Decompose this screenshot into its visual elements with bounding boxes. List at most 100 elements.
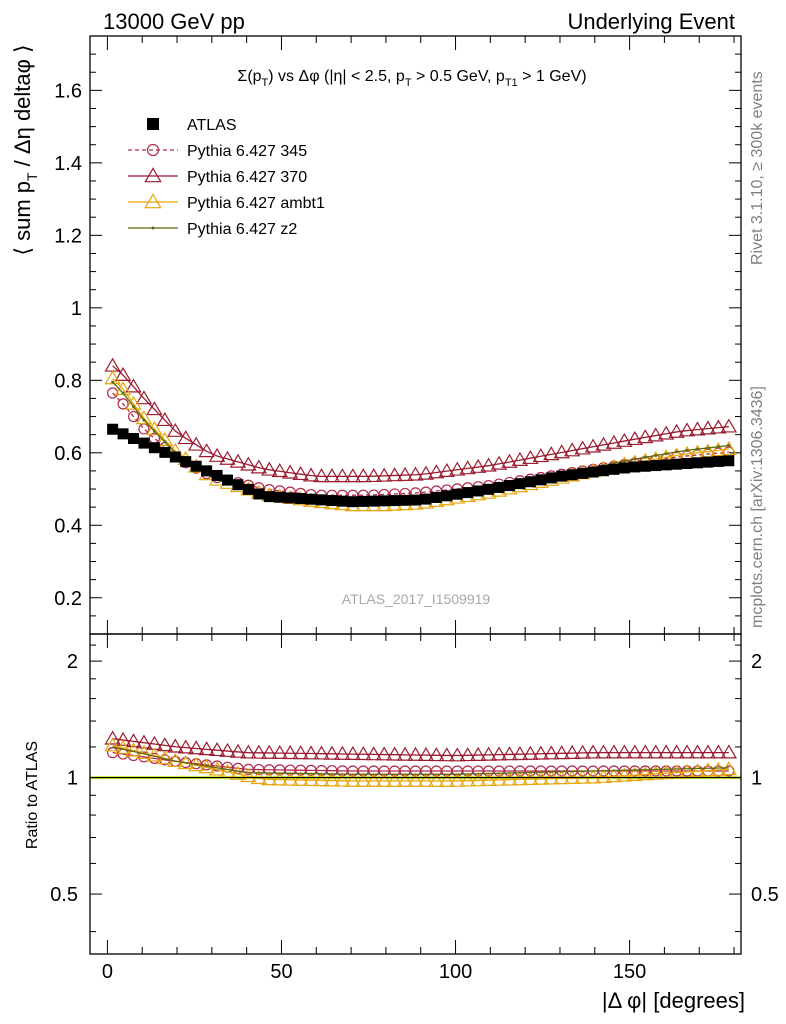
data-point <box>167 422 184 437</box>
data-point <box>104 357 121 372</box>
ratio-point <box>469 746 487 761</box>
data-point <box>190 460 202 472</box>
data-point <box>368 495 380 507</box>
ratio-point <box>323 745 341 760</box>
x-tick-label: 150 <box>613 961 646 983</box>
ratio-point <box>480 771 497 787</box>
data-point <box>156 411 174 427</box>
data-point <box>553 444 570 459</box>
ratio-point <box>501 746 518 761</box>
data-point <box>142 418 146 422</box>
data-point <box>543 446 560 461</box>
data-point <box>111 380 115 384</box>
data-point <box>462 487 474 499</box>
data-point <box>643 455 647 459</box>
data-point <box>138 437 150 449</box>
ratio-point <box>532 745 550 760</box>
data-point <box>449 461 466 476</box>
main-y-tick-label: 0.8 <box>54 370 82 392</box>
ratio-series-group <box>90 730 741 787</box>
ratio-point <box>271 744 288 759</box>
data-point <box>660 459 672 471</box>
data-point <box>420 493 432 505</box>
ratio-point <box>501 771 518 786</box>
ratio-point <box>125 742 142 757</box>
analysis-id-label: ATLAS_2017_I1509919 <box>342 591 491 607</box>
ratio-y-tick-label: 2 <box>67 651 78 673</box>
data-point <box>125 378 142 393</box>
ratio-point <box>584 769 602 784</box>
data-point <box>451 488 463 500</box>
data-point <box>355 468 372 483</box>
main-y-tick-label: 1.4 <box>54 153 82 175</box>
data-point <box>650 460 662 472</box>
ratio-point <box>710 761 727 776</box>
ratio-point <box>543 745 560 760</box>
ratio-y-tick-label: 0.5 <box>50 884 78 906</box>
ratio-point <box>678 744 696 759</box>
data-point <box>222 474 234 486</box>
data-point <box>633 457 637 461</box>
data-point <box>720 440 738 456</box>
ratio-point <box>114 731 132 746</box>
data-point <box>556 470 568 482</box>
data-point <box>121 391 125 395</box>
ratio-point <box>699 762 717 777</box>
data-point <box>727 444 731 448</box>
ratio-point <box>428 772 445 787</box>
data-point <box>242 483 254 495</box>
ratio-point <box>710 744 727 759</box>
ratio-point <box>699 744 717 759</box>
data-point <box>240 456 257 471</box>
data-point <box>107 387 119 399</box>
main-axis-ticks: 0.2 0.4 0.6 0.8 1 1.2 1.4 1.6 <box>54 36 741 634</box>
data-point <box>430 491 442 503</box>
data-point <box>657 425 675 440</box>
data-point <box>685 448 689 452</box>
ratio-point <box>459 772 476 787</box>
data-point <box>563 442 581 457</box>
ratio-point <box>396 746 414 761</box>
mcplots-label: mcplots.cern.ch [arXiv:1306.3436] <box>749 386 766 628</box>
data-point <box>407 466 424 481</box>
ratio-point <box>250 744 268 759</box>
legend-symbol <box>144 193 162 209</box>
data-point <box>128 432 140 444</box>
legend-entry-pythia-z2: Pythia 6.427 z2 <box>128 221 297 238</box>
ratio-point <box>375 746 393 761</box>
ratio-point <box>334 772 351 787</box>
data-point <box>664 452 668 456</box>
ratio-point <box>449 747 466 762</box>
ratio-point <box>107 747 119 759</box>
ratio-point <box>595 768 612 783</box>
data-point <box>428 464 445 479</box>
ratio-point <box>522 745 539 760</box>
data-point <box>417 465 435 480</box>
data-point <box>375 467 393 482</box>
ratio-point <box>428 747 445 762</box>
data-point <box>668 423 685 438</box>
data-point <box>396 466 414 481</box>
ratio-point <box>313 745 330 760</box>
ratio-point <box>637 744 654 759</box>
data-point <box>522 449 539 465</box>
series-line <box>112 381 729 503</box>
series-0 <box>107 423 735 508</box>
data-point <box>716 445 720 449</box>
ratio-point <box>355 746 372 761</box>
ratio-point <box>135 744 153 760</box>
data-point <box>357 495 369 507</box>
ratio-point <box>386 772 403 787</box>
legend-marker-pythia-370 <box>128 167 178 183</box>
data-point <box>104 370 121 385</box>
ratio-point <box>657 744 675 759</box>
ratio-point <box>375 772 393 787</box>
data-point <box>524 476 536 488</box>
legend-label-atlas: ATLAS <box>187 117 237 134</box>
data-point <box>156 431 174 446</box>
data-point <box>691 457 703 469</box>
data-point <box>654 454 658 458</box>
data-point <box>316 494 328 506</box>
data-point <box>608 463 620 475</box>
x-tick-label: 50 <box>270 961 292 983</box>
